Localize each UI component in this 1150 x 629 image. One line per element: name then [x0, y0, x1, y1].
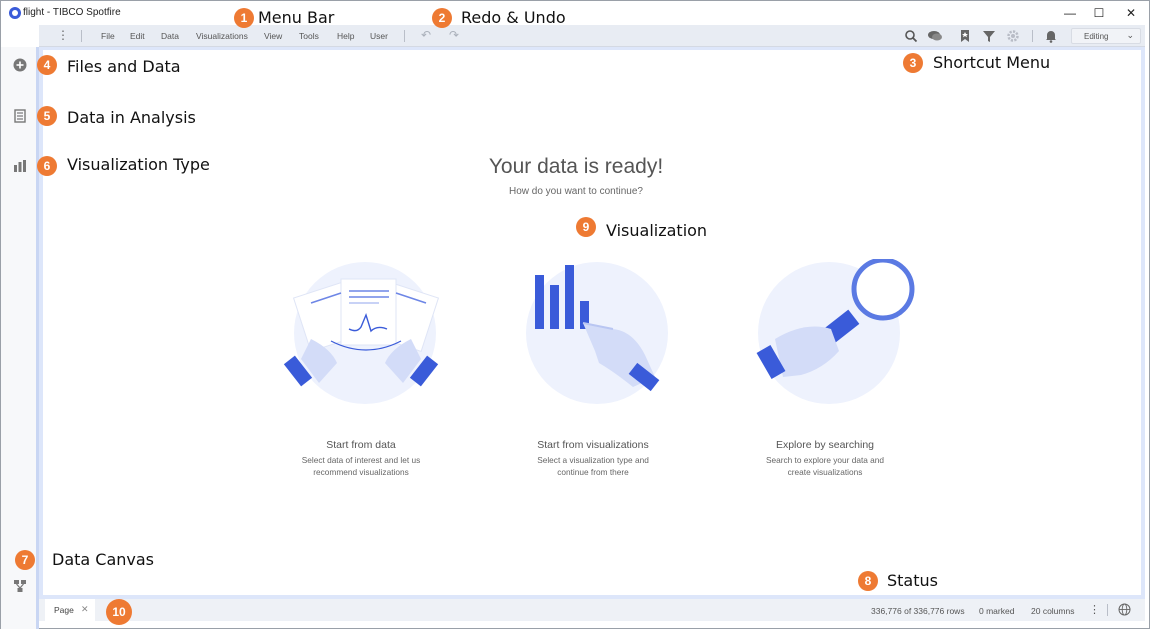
- window-title: flight - TIBCO Spotfire: [23, 7, 121, 18]
- annotation-label: Redo & Undo: [461, 8, 566, 27]
- close-icon[interactable]: ✕: [81, 604, 89, 614]
- toolbar-divider: [404, 30, 405, 42]
- annotation-label: Visualization Type: [67, 155, 210, 174]
- annotation-label: Visualization: [606, 221, 708, 240]
- menu-user[interactable]: User: [370, 31, 388, 41]
- search-icon[interactable]: [903, 28, 919, 44]
- annotation-badge: 1: [234, 8, 254, 28]
- annotation-badge: 5: [37, 106, 57, 126]
- annotation-badge: 2: [432, 8, 452, 28]
- option-title: Start from data: [326, 439, 396, 451]
- annotation-badge: 6: [37, 156, 57, 176]
- filter-icon[interactable]: [981, 28, 997, 44]
- status-menu-icon[interactable]: ⋮: [1089, 604, 1100, 616]
- option-description-line: Search to explore your data and: [765, 455, 885, 465]
- toolbar-divider: [81, 30, 82, 42]
- bookmark-icon[interactable]: [957, 28, 973, 44]
- minimize-button[interactable]: —: [1064, 6, 1076, 20]
- maximize-button[interactable]: ☐: [1093, 6, 1105, 20]
- menu-help[interactable]: Help: [337, 31, 355, 41]
- data-in-analysis-icon[interactable]: [13, 109, 27, 123]
- start-from-visualizations-illustration: [526, 262, 668, 404]
- page-subtitle: How do you want to continue?: [509, 186, 643, 197]
- visualization-type-icon[interactable]: [13, 159, 27, 173]
- menu-view[interactable]: View: [264, 31, 283, 41]
- annotation-label: Status: [887, 571, 938, 590]
- annotation-badge: 3: [903, 53, 923, 73]
- collaboration-icon[interactable]: [927, 28, 943, 44]
- page-tab-label: Page: [54, 605, 74, 615]
- annotation-badge: 8: [858, 571, 878, 591]
- option-description-line: Select a visualization type and: [537, 455, 649, 465]
- data-canvas-icon[interactable]: [13, 579, 27, 593]
- globe-icon[interactable]: [1118, 603, 1131, 616]
- option-description-line: create visualizations: [787, 467, 863, 477]
- option-description-line: Select data of interest and let us: [301, 455, 421, 465]
- redo-icon[interactable]: ↷: [449, 28, 460, 42]
- annotation-label: Menu Bar: [258, 8, 335, 27]
- start-from-data-illustration: [283, 262, 440, 404]
- toolbar-divider: [1032, 30, 1033, 42]
- row-count: 336,776 of 336,776 rows: [871, 606, 965, 616]
- menu-edit[interactable]: Edit: [130, 31, 145, 41]
- menu-visualizations[interactable]: Visualizations: [196, 31, 248, 41]
- notification-icon[interactable]: [1043, 28, 1059, 44]
- settings-icon[interactable]: [1005, 28, 1021, 44]
- annotation-badge: 7: [15, 550, 35, 570]
- option-title: Explore by searching: [775, 439, 875, 451]
- title-bar: flight - TIBCO Spotfire — ☐ ✕: [1, 1, 1149, 25]
- option-description: Select data of interest and let us recom…: [266, 454, 456, 478]
- kebab-menu-icon[interactable]: ⋮: [57, 28, 69, 42]
- explore-by-searching-illustration: [756, 259, 915, 404]
- page-title: Your data is ready!: [488, 155, 664, 178]
- chevron-down-icon: ⌄: [1126, 30, 1134, 40]
- annotation-label: Data in Analysis: [67, 108, 196, 127]
- option-description: Select a visualization type and continue…: [498, 454, 688, 478]
- close-button[interactable]: ✕: [1125, 6, 1137, 20]
- explore-by-searching-card[interactable]: Explore by searching Search to explore y…: [730, 259, 920, 478]
- option-description-line: recommend visualizations: [313, 467, 409, 477]
- column-count: 20 columns: [1031, 606, 1075, 616]
- undo-icon[interactable]: ↶: [421, 28, 432, 42]
- annotation-label: Files and Data: [67, 57, 181, 76]
- annotation-label: Shortcut Menu: [933, 53, 1051, 72]
- menu-file[interactable]: File: [101, 31, 115, 41]
- left-sidebar: [1, 47, 39, 629]
- menu-bar: ⋮ File Edit Data Visualizations View Too…: [39, 25, 1145, 47]
- annotation-badge: 4: [37, 55, 57, 75]
- marked-count: 0 marked: [979, 606, 1015, 616]
- menu-data[interactable]: Data: [161, 31, 179, 41]
- spotfire-logo-icon: [9, 7, 21, 19]
- annotation-badge: 10: [106, 599, 132, 625]
- page-tab[interactable]: Page: [45, 599, 95, 621]
- status-bar: Page ✕ 336,776 of 336,776 rows 0 marked …: [39, 599, 1145, 621]
- mode-label: Editing: [1084, 32, 1109, 41]
- annotation-label: Data Canvas: [52, 550, 155, 569]
- status-divider: [1107, 604, 1108, 616]
- mode-dropdown[interactable]: Editing ⌄: [1071, 28, 1141, 44]
- start-from-visualizations-card[interactable]: Start from visualizations Select a visua…: [498, 259, 688, 478]
- option-description: Search to explore your data and create v…: [730, 454, 920, 478]
- add-data-icon[interactable]: [13, 58, 27, 72]
- option-description-line: continue from there: [557, 467, 629, 477]
- menu-tools[interactable]: Tools: [299, 31, 319, 41]
- annotation-badge: 9: [576, 217, 596, 237]
- start-from-data-card[interactable]: Start from data Select data of interest …: [266, 259, 456, 478]
- option-title: Start from visualizations: [537, 439, 649, 451]
